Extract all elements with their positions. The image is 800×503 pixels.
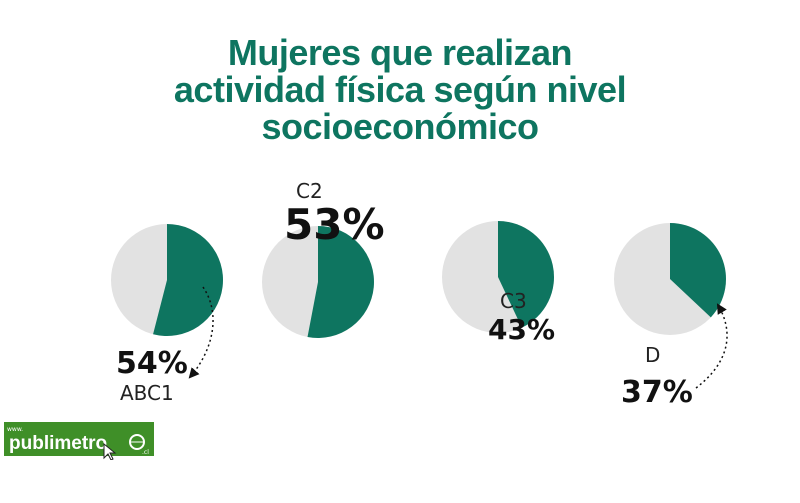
value-label-c2: 53% (284, 200, 385, 249)
pie-d (614, 223, 726, 335)
publimetro-logo: www. publimetro .cl (4, 422, 154, 460)
pie-abc1 (111, 224, 223, 336)
category-label-c2: C2 (296, 179, 323, 203)
logo-background (4, 422, 154, 456)
value-label-abc1: 54% (116, 346, 188, 381)
value-label-d: 37% (621, 375, 693, 410)
value-label-c3: 43% (488, 313, 555, 346)
category-label-c3: C3 (500, 289, 527, 313)
cursor-icon (103, 442, 117, 460)
pie-c2 (262, 226, 374, 338)
pie-d-slice (670, 223, 726, 318)
category-label-abc1: ABC1 (120, 381, 174, 405)
pie-c3 (442, 221, 554, 333)
logo-suffix: .cl (142, 449, 149, 456)
pie-abc1-slice (153, 224, 223, 336)
pie-c2-slice (307, 226, 374, 338)
category-label-d: D (645, 343, 660, 367)
logo-www: www. (7, 426, 23, 433)
abc1-arrow (188, 286, 214, 379)
title-line-1: Mujeres que realizan (227, 32, 573, 73)
title-line-2: actividad física según nivel (173, 69, 627, 110)
logo-name: publimetro (9, 433, 107, 454)
pie-c3-slice (498, 221, 554, 328)
d-arrow (695, 303, 728, 389)
chart-title: Mujeres que realizan actividad física se… (100, 34, 700, 145)
title-line-3: socioeconómico (261, 106, 539, 147)
